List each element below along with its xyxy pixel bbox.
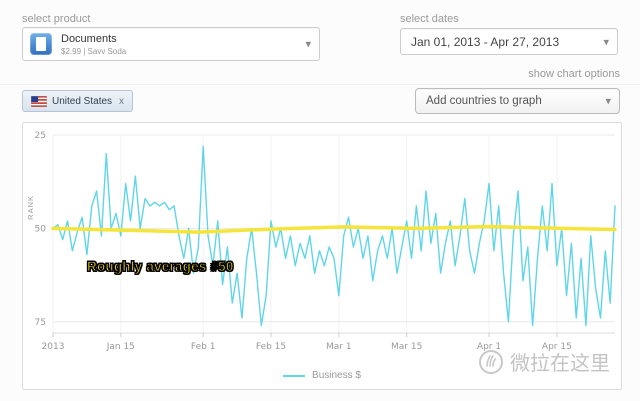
y-tick-label: 25 [35,131,46,141]
product-meta: $2.99 | Savv Soda [61,47,127,56]
x-tick-label: Apr 15 [542,342,572,352]
add-countries-placeholder: Add countries to graph [426,95,542,107]
add-countries-select[interactable]: Add countries to graph ▾ [415,88,620,114]
y-tick-label: 50 [35,224,47,234]
rank-chart-svg: 25 50 75 2013 Jan 15 Feb 1 Feb 15 Mar 1 Mar 15 Ap… [35,131,617,352]
country-chip-label: United States [52,95,113,107]
y-tick-label: 75 [35,318,46,328]
chart-annotation: Roughly averages #50 [87,259,234,275]
us-flag-icon [31,95,47,107]
chart-legend: Business $ [23,370,621,381]
x-tick-label: Apr 1 [477,342,501,352]
x-tick-label: 2013 [42,342,65,352]
select-dates-label: select dates [400,13,459,25]
chevron-down-icon[interactable]: ▾ [603,36,609,48]
x-tick-label: Feb 15 [256,342,286,352]
date-range-value: Jan 01, 2013 - Apr 27, 2013 [411,35,560,49]
product-selector[interactable]: Documents $2.99 | Savv Soda ▾ [22,27,320,61]
rank-chart-panel: RANK 25 50 75 2013 Jan 15 Feb 1 Feb 15 Mar 1 Mar… [22,122,622,390]
series-line-0 [52,145,616,327]
legend-line-marker [283,374,306,377]
remove-country-icon[interactable]: x [119,95,125,107]
show-chart-options-link[interactable]: show chart options [528,68,620,80]
x-tick-label: Feb 1 [191,342,216,352]
watermark-logo-icon [479,349,503,374]
watermark: 微拉在这里 [478,347,610,376]
header-divider [0,84,640,85]
x-tick-label: Mar 15 [391,342,422,352]
chevron-down-icon[interactable]: ▾ [605,95,611,108]
x-tick-label: Jan 15 [106,342,135,352]
date-range-selector[interactable]: Jan 01, 2013 - Apr 27, 2013 ▾ [400,28,618,55]
product-name: Documents [61,33,117,45]
x-tick-label: Mar 1 [326,342,352,352]
country-chip-united-states[interactable]: United States x [22,90,134,112]
select-product-label: select product [22,13,91,25]
legend-label: Business $ [312,370,361,381]
documents-app-icon [30,33,52,55]
watermark-text: 微拉在这里 [510,353,610,375]
chevron-down-icon[interactable]: ▾ [305,38,311,51]
series-line-1 [51,224,617,234]
